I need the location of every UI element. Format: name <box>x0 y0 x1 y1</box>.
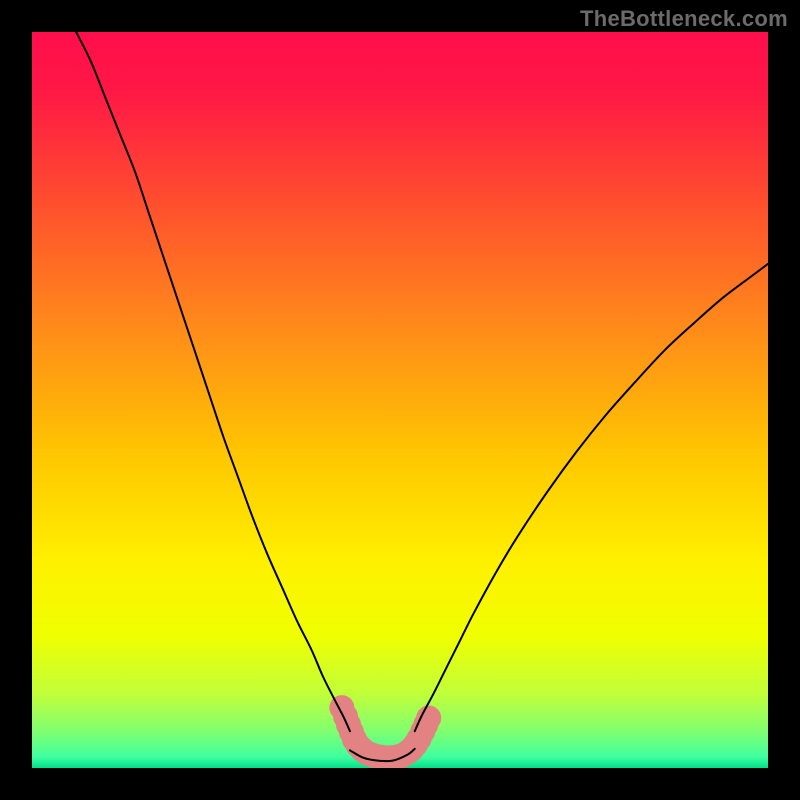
watermark-text: TheBottleneck.com <box>580 6 788 32</box>
gradient-background <box>32 32 768 768</box>
plot-area <box>32 32 768 768</box>
chart-svg <box>32 32 768 768</box>
